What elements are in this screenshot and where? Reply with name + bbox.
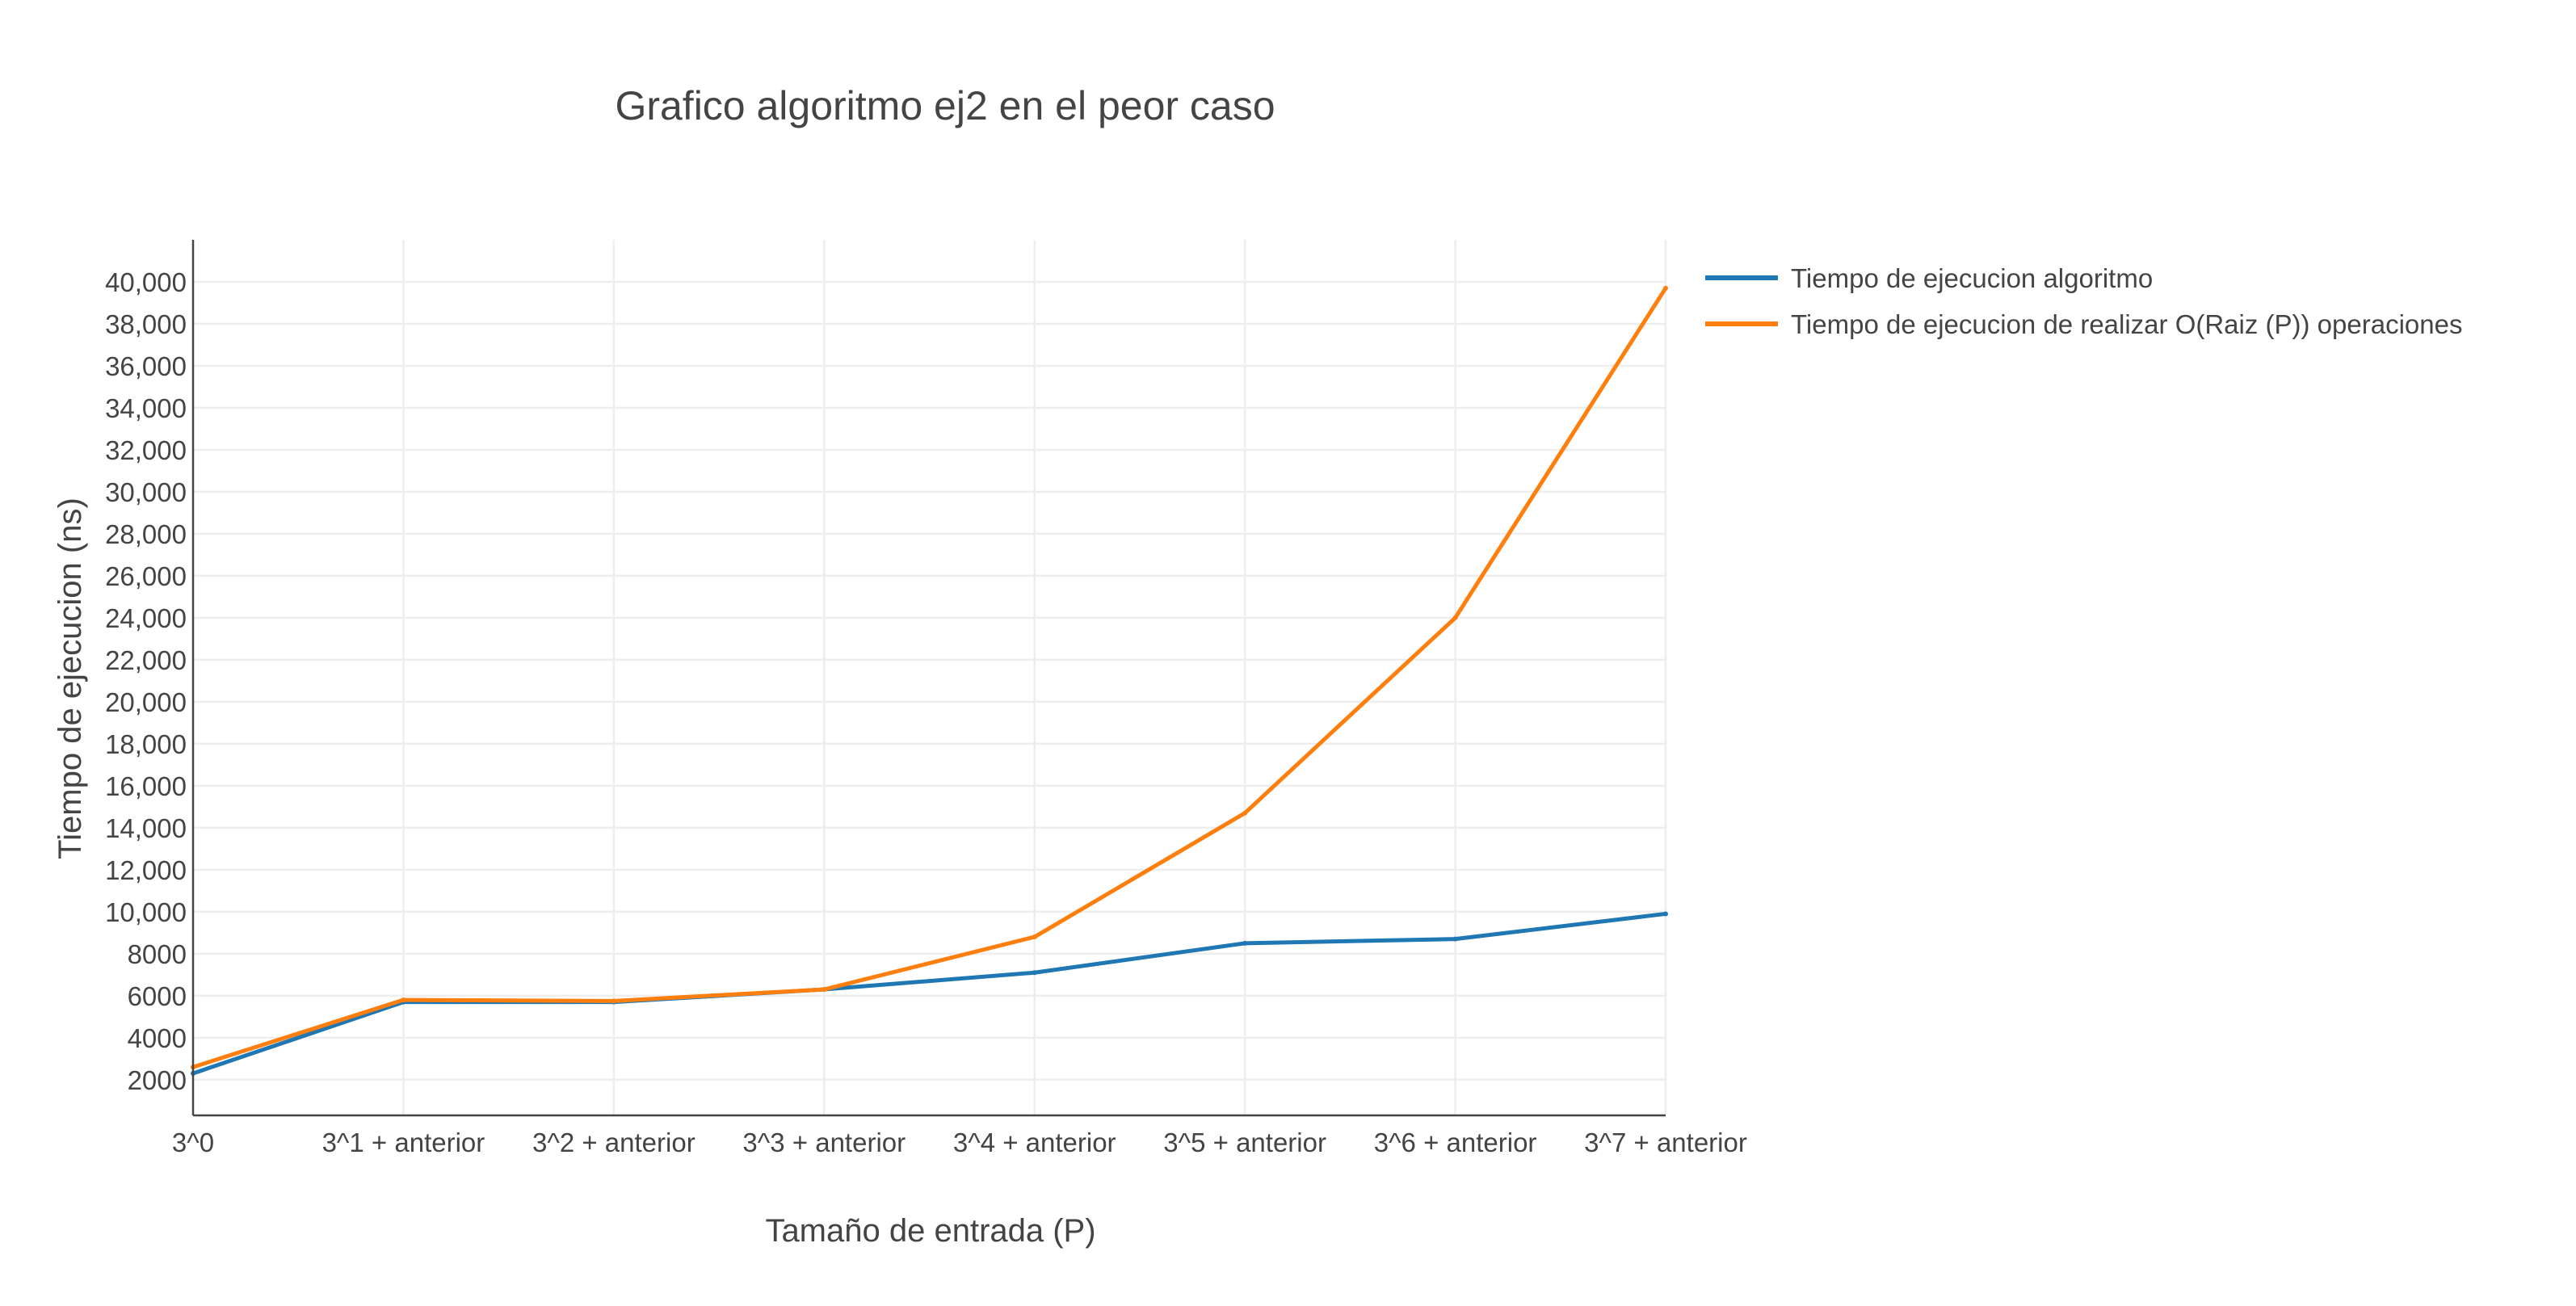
y-tick-label: 8000 [128, 939, 187, 969]
legend-label: Tiempo de ejecucion algoritmo [1791, 263, 2153, 293]
y-tick-label: 24,000 [105, 603, 187, 633]
data-point [1242, 940, 1248, 946]
y-tick-label: 16,000 [105, 771, 187, 801]
y-tick-label: 18,000 [105, 729, 187, 759]
x-gridlines [402, 240, 1667, 1115]
y-tick-label: 10,000 [105, 897, 187, 927]
x-tick-label: 3^1 + anterior [322, 1128, 485, 1157]
y-tick-label: 22,000 [105, 645, 187, 675]
y-gridlines [193, 280, 1666, 1081]
y-tick-label: 20,000 [105, 687, 187, 717]
x-tick-label: 3^0 [172, 1128, 214, 1157]
y-tick-label: 36,000 [105, 351, 187, 381]
x-tick-label: 3^7 + anterior [1584, 1128, 1747, 1157]
y-tick-label: 40,000 [105, 267, 187, 297]
x-tick-label: 3^5 + anterior [1163, 1128, 1326, 1157]
y-axis-title: Tiempo de ejecucion (ns) [53, 498, 88, 859]
y-tick-label: 28,000 [105, 519, 187, 549]
y-tick-label: 2000 [128, 1065, 187, 1095]
data-point [822, 987, 827, 993]
x-tick-label: 3^6 + anterior [1374, 1128, 1537, 1157]
data-point [1663, 285, 1668, 291]
legend-item-2[interactable]: Tiempo de ejecucion de realizar O(Raiz (… [1705, 309, 2462, 339]
legend-label: Tiempo de ejecucion de realizar O(Raiz (… [1791, 309, 2462, 339]
y-tick-label: 26,000 [105, 561, 187, 591]
series-layer [191, 285, 1668, 1077]
x-tick-label: 3^3 + anterior [742, 1128, 906, 1157]
series-line-2 [191, 286, 1668, 1069]
legend-item-1[interactable]: Tiempo de ejecucion algoritmo [1705, 263, 2153, 293]
x-axis-title: Tamaño de entrada (P) [765, 1213, 1095, 1249]
data-point [1452, 615, 1458, 620]
legend[interactable]: Tiempo de ejecucion algoritmo Tiempo de e… [1705, 263, 2462, 339]
y-tick-label: 30,000 [105, 477, 187, 507]
y-tick-label: 14,000 [105, 813, 187, 843]
y-tick-label: 6000 [128, 981, 187, 1011]
data-point [1452, 936, 1458, 942]
data-point [1032, 934, 1037, 940]
y-tick-label: 34,000 [105, 393, 187, 423]
data-point [1032, 970, 1037, 976]
y-tick-label: 32,000 [105, 435, 187, 465]
chart-title: Grafico algoritmo ej2 en el peor caso [615, 83, 1275, 128]
y-tick-label: 4000 [128, 1023, 187, 1053]
data-point [611, 998, 616, 1004]
y-tick-labels: 2000 4000 6000 8000 10,000 12,000 14,000 16,000… [105, 267, 187, 1095]
y-tick-label: 38,000 [105, 309, 187, 339]
x-tick-label: 3^2 + anterior [532, 1128, 695, 1157]
data-point [401, 997, 406, 1003]
y-tick-label: 12,000 [105, 855, 187, 885]
data-point [1242, 810, 1248, 816]
data-point [1663, 911, 1668, 917]
x-tick-label: 3^4 + anterior [953, 1128, 1116, 1157]
x-tick-labels: 3^0 3^1 + anterior 3^2 + anterior 3^3 + ant… [172, 1128, 1747, 1157]
